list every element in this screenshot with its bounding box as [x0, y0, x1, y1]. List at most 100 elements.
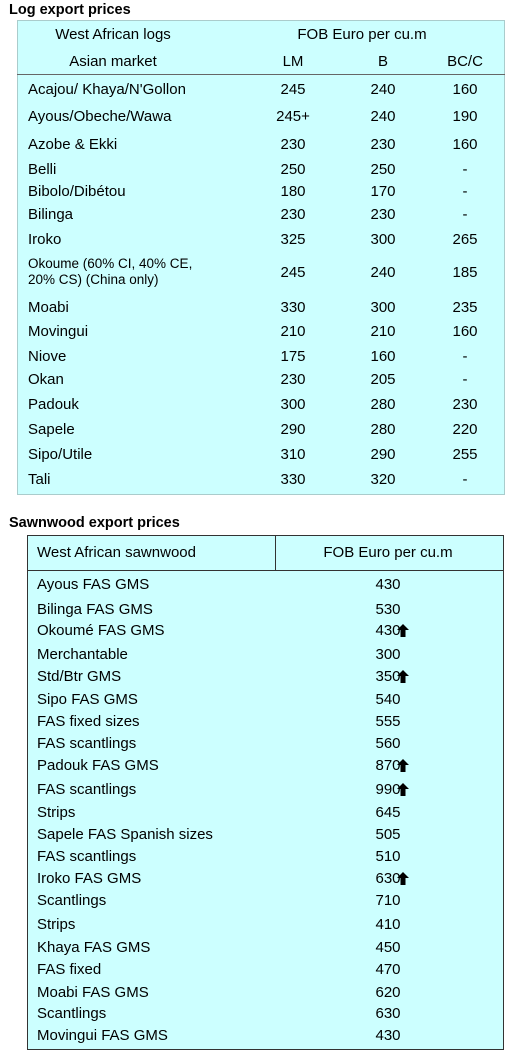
cell: 210 [280, 323, 306, 340]
cell: 990 [375, 781, 401, 798]
header-cell: West African logs [55, 26, 171, 43]
row-label: FAS fixed [37, 961, 102, 978]
cell: 220 [452, 421, 478, 438]
cell: 240 [370, 264, 396, 281]
cell: 185 [452, 264, 478, 281]
row-label: Tali [28, 471, 51, 488]
cell: - [462, 348, 468, 365]
row-label: Okan [28, 371, 64, 388]
section-title: Sawnwood export prices [9, 515, 180, 531]
cell: 300 [370, 231, 396, 248]
row-label: Merchantable [37, 646, 128, 663]
cell: 265 [452, 231, 478, 248]
cell: 245 [280, 264, 306, 281]
cell: 280 [370, 421, 396, 438]
cell: 560 [375, 735, 401, 752]
cell: 230 [280, 206, 306, 223]
cell: 250 [280, 161, 306, 178]
row-label: Sipo FAS GMS [37, 691, 138, 708]
cell: 510 [375, 848, 401, 865]
row-label: Iroko FAS GMS [37, 870, 142, 887]
cell: 350 [375, 668, 401, 685]
row-label: Moabi FAS GMS [37, 984, 149, 1001]
header-cell: FOB Euro per cu.m [297, 26, 427, 43]
header-cell: B [377, 53, 389, 70]
cell: 160 [452, 81, 478, 98]
row-label: FAS scantlings [37, 848, 137, 865]
cell: 630 [375, 1005, 401, 1022]
cell: 280 [370, 396, 396, 413]
row-label: Bilinga FAS GMS [37, 601, 153, 618]
row-label: Strips [37, 804, 76, 821]
row-label: Azobe & Ekki [28, 136, 118, 153]
row-label: Scantlings [37, 1005, 107, 1022]
cell: 620 [375, 984, 401, 1001]
cell: 230 [452, 396, 478, 413]
cell: - [462, 161, 468, 178]
cell: 330 [280, 471, 306, 488]
cell: 210 [370, 323, 396, 340]
row-label: Bilinga [28, 206, 74, 223]
row-label: Sapele FAS Spanish sizes [37, 826, 213, 843]
row-label: Ayous FAS GMS [37, 576, 150, 593]
cell: 540 [375, 691, 401, 708]
cell: 310 [280, 446, 306, 463]
header-divider [275, 535, 276, 571]
row-label: Ayous/Obeche/Wawa [28, 108, 172, 125]
section-title: Log export prices [9, 2, 131, 18]
header-cell: LM [282, 53, 304, 70]
row-label: Sipo/Utile [28, 446, 93, 463]
row-label: Movingui FAS GMS [37, 1027, 168, 1044]
cell: 160 [452, 323, 478, 340]
row-label: Movingui [28, 323, 89, 340]
cell: 240 [370, 81, 396, 98]
up-arrow [397, 783, 409, 796]
cell: 160 [370, 348, 396, 365]
row-label: Okoume (60% CI, 40% CE, 20% CS) (China o… [28, 256, 193, 287]
cell: 645 [375, 804, 401, 821]
header-cell: West African sawnwood [37, 544, 196, 561]
row-label: Padouk FAS GMS [37, 757, 159, 774]
header-cell: BC/C [447, 53, 483, 70]
cell: 235 [452, 299, 478, 316]
row-label: Acajou/ Khaya/N'Gollon [28, 81, 186, 98]
cell: 230 [280, 371, 306, 388]
sawn-table [27, 571, 504, 1050]
header-cell: Asian market [69, 53, 157, 70]
cell: - [462, 206, 468, 223]
row-label: Padouk [28, 396, 79, 413]
row-label: Iroko [28, 231, 62, 248]
cell: 710 [375, 892, 401, 909]
row-label: Std/Btr GMS [37, 668, 122, 685]
sawn-header [27, 535, 504, 571]
cell: 320 [370, 471, 396, 488]
up-arrow [397, 872, 409, 885]
cell: 230 [370, 136, 396, 153]
cell: 430 [375, 622, 401, 639]
cell: 555 [375, 713, 401, 730]
cell: 250 [370, 161, 396, 178]
cell: 175 [280, 348, 306, 365]
up-arrow [397, 759, 409, 772]
cell: 300 [370, 299, 396, 316]
cell: 530 [375, 601, 401, 618]
cell: 450 [375, 939, 401, 956]
cell: 290 [280, 421, 306, 438]
cell: 630 [375, 870, 401, 887]
cell: - [462, 183, 468, 200]
cell: 470 [375, 961, 401, 978]
cell: 430 [375, 1027, 401, 1044]
cell: 330 [280, 299, 306, 316]
row-label: FAS fixed sizes [37, 713, 140, 730]
cell: 870 [375, 757, 401, 774]
cell: 325 [280, 231, 306, 248]
row-label: Belli [28, 161, 57, 178]
row-label: Bibolo/Dibétou [28, 183, 126, 200]
cell: - [462, 371, 468, 388]
log-table [17, 20, 505, 495]
row-label: Sapele [28, 421, 75, 438]
cell: 505 [375, 826, 401, 843]
row-label: FAS scantlings [37, 781, 137, 798]
row-label: Strips [37, 916, 76, 933]
cell: - [462, 471, 468, 488]
